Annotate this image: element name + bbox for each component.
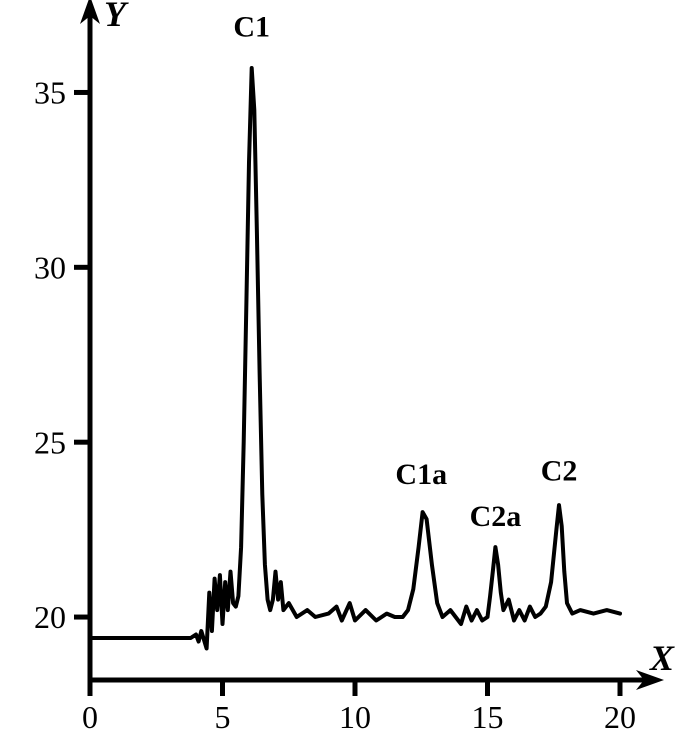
x-tick-label: 5 xyxy=(215,699,231,735)
peak-label: C2 xyxy=(541,455,578,488)
plot-background xyxy=(0,0,681,739)
peak-label: C2a xyxy=(470,500,522,533)
y-axis-label: Y xyxy=(104,0,129,34)
x-tick-label: 15 xyxy=(472,699,504,735)
x-tick-label: 10 xyxy=(339,699,371,735)
x-tick-label: 0 xyxy=(82,699,98,735)
x-tick-label: 20 xyxy=(604,699,636,735)
peak-label: C1a xyxy=(395,458,447,491)
y-tick-label: 25 xyxy=(34,424,66,460)
x-axis-label: X xyxy=(649,638,675,678)
y-tick-label: 20 xyxy=(34,599,66,635)
peak-label: C1 xyxy=(233,11,270,44)
y-tick-label: 35 xyxy=(34,75,66,111)
y-tick-label: 30 xyxy=(34,250,66,286)
chromatogram-chart: 0 5 10 15 20 20 25 30 35 Y X C1 C1a C2a C2 xyxy=(0,0,681,739)
